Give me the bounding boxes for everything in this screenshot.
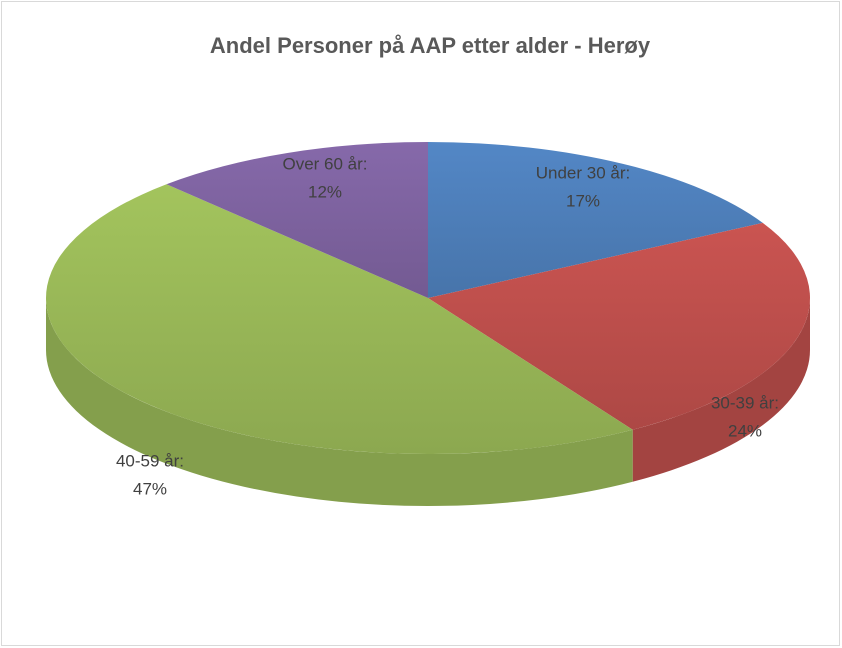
slice (46, 184, 633, 455)
data-label-category: Under 30 år: (536, 163, 631, 182)
data-label-value: 47% (133, 479, 167, 498)
slice (166, 142, 429, 298)
slice-side (46, 298, 633, 507)
data-label-value: 17% (566, 191, 600, 210)
data-label-value: 24% (728, 421, 762, 440)
data-label-category: Over 60 år: (282, 154, 367, 173)
data-label-category: 30-39 år: (711, 393, 779, 412)
data-label-value: 12% (308, 182, 342, 201)
data-label-category: 40-59 år: (116, 451, 184, 470)
chart-title: Andel Personer på AAP etter alder - Herø… (210, 33, 651, 58)
slice (428, 222, 810, 430)
slice-side (632, 298, 810, 482)
slice (428, 142, 763, 298)
